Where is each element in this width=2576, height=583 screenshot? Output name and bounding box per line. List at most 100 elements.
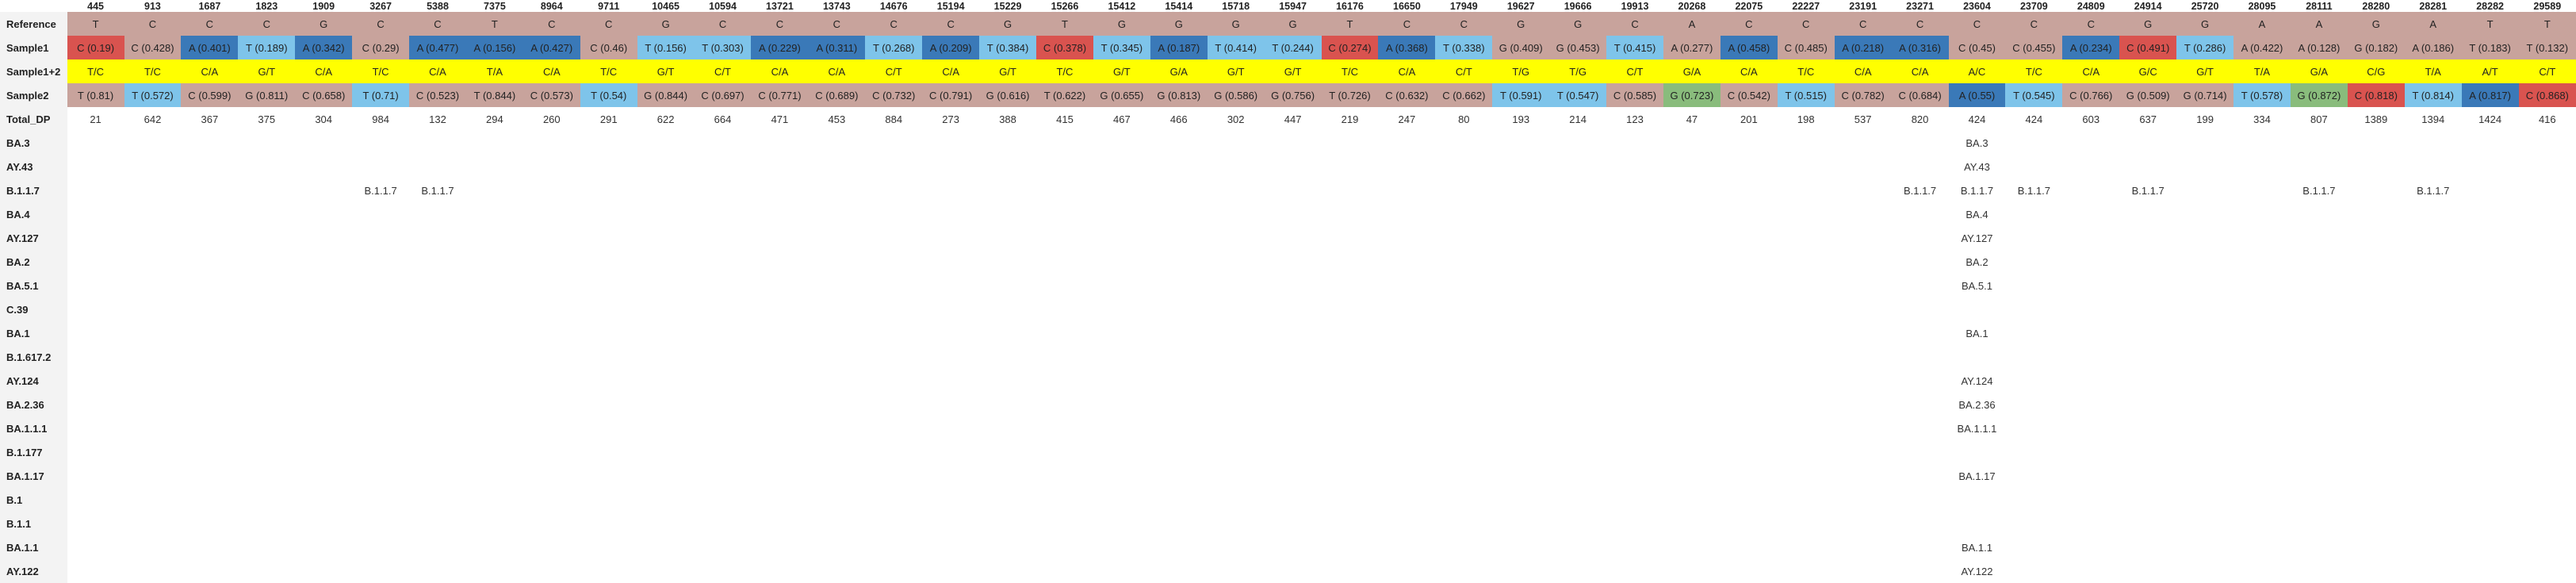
lineage-cell (2462, 464, 2519, 488)
position-header: 1909 (312, 1, 335, 12)
lineage-cell (2005, 369, 2062, 393)
lineage-cell (2119, 393, 2176, 416)
combined-cell: C/A (2062, 59, 2120, 83)
lineage-cell (409, 416, 466, 440)
lineage-cell (2405, 440, 2462, 464)
lineage-cell (1549, 155, 1606, 178)
total-dp-cell: 447 (1284, 113, 1302, 125)
lineage-cell (1892, 535, 1949, 559)
lineage-cell (2519, 155, 2576, 178)
combined-cell: T/C (1036, 59, 1093, 83)
sample1-cell: T (0.183) (2461, 36, 2519, 59)
sample2-cell: C (0.868) (2518, 83, 2576, 107)
lineage-cell (2005, 393, 2062, 416)
lineage-cell (2062, 345, 2119, 369)
total-dp-cell: 471 (771, 113, 789, 125)
lineage-cell (580, 155, 637, 178)
lineage-cell (466, 178, 523, 202)
lineage-cell (1606, 393, 1663, 416)
lineage-cell (751, 416, 808, 440)
lineage-cell (1150, 297, 1208, 321)
sample2-cell: A (0.817) (2461, 83, 2519, 107)
lineage-cell (2405, 131, 2462, 155)
lineage-cell (2233, 131, 2291, 155)
lineage-cell (124, 416, 182, 440)
lineage-cell (1150, 250, 1208, 274)
lineage-cell (1265, 464, 1322, 488)
position-header: 14676 (879, 1, 908, 12)
lineage-cell (1778, 440, 1835, 464)
lineage-cell (181, 131, 238, 155)
sample1-cell: T (0.384) (979, 36, 1037, 59)
lineage-cell (580, 464, 637, 488)
lineage-cell (1150, 202, 1208, 226)
lineage-cell (295, 274, 352, 297)
lineage-cell (1435, 178, 1492, 202)
lineage-cell (1721, 393, 1778, 416)
lineage-cell (1322, 535, 1379, 559)
lineage-cell (922, 250, 979, 274)
lineage-cell: B.1.1.7 (2417, 184, 2450, 197)
lineage-cell (466, 345, 523, 369)
lineage-cell (1435, 297, 1492, 321)
lineage-cell (124, 464, 182, 488)
lineage-cell (1549, 488, 1606, 512)
lineage-cell (922, 464, 979, 488)
lineage-cell (2348, 369, 2405, 393)
lineage-cell (1036, 393, 1093, 416)
lineage-cell (1208, 345, 1265, 369)
lineage-cell (1208, 250, 1265, 274)
lineage-cell (1492, 535, 1549, 559)
position-header: 15947 (1279, 1, 1307, 12)
sample1-cell: A (0.156) (465, 36, 523, 59)
lineage-cell (2291, 131, 2348, 155)
lineage-cell (352, 535, 409, 559)
lineage-row: BA.1.1 BA.1.1 (0, 535, 2576, 559)
position-header: 25720 (2191, 1, 2219, 12)
lineage-cell: BA.2.36 (1958, 398, 1996, 411)
sample2-cell: C (0.573) (522, 83, 580, 107)
lineage-cell (124, 369, 182, 393)
sample2-cell: G (0.655) (1093, 83, 1150, 107)
lineage-cell (637, 464, 695, 488)
lineage-cell (1036, 345, 1093, 369)
sample1-cell: T (0.132) (2518, 36, 2576, 59)
lineage-row: BA.2.36 BA.2.36 (0, 393, 2576, 416)
lineage-cell (637, 202, 695, 226)
lineage-cell (523, 535, 580, 559)
lineage-cell (1663, 250, 1721, 274)
lineage-cell (1378, 297, 1435, 321)
lineage-cell (1549, 512, 1606, 535)
lineage-cell (1265, 512, 1322, 535)
lineage-cell (1721, 274, 1778, 297)
lineage-cell (2405, 321, 2462, 345)
lineage-cell (1150, 226, 1208, 250)
lineage-cell (409, 369, 466, 393)
lineage-label: AY.122 (0, 559, 67, 583)
position-header: 23191 (1849, 1, 1877, 12)
lineage-cell (466, 297, 523, 321)
lineage-cell (1549, 369, 1606, 393)
lineage-cell (2062, 393, 2119, 416)
lineage-cell (1663, 440, 1721, 464)
lineage-cell (1892, 464, 1949, 488)
lineage-cell (979, 464, 1036, 488)
sample2-row: Sample2 T (0.81) T (0.572) C (0.599) G (0.81… (0, 83, 2576, 107)
lineage-cell (1208, 321, 1265, 345)
lineage-cell (922, 559, 979, 583)
lineage-cell (2348, 321, 2405, 345)
lineage-cell (865, 369, 922, 393)
lineage-cell (922, 440, 979, 464)
lineage-cell (466, 488, 523, 512)
position-header: 28282 (2476, 1, 2504, 12)
lineage-cell (1949, 488, 2006, 512)
lineage-cell (1721, 202, 1778, 226)
total-dp-cell: 291 (599, 113, 618, 125)
lineage-cell (695, 226, 752, 250)
lineage-cell (409, 512, 466, 535)
position-header: 15266 (1051, 1, 1079, 12)
lineage-cell (1892, 250, 1949, 274)
sample1-label: Sample1 (0, 36, 67, 59)
lineage-cell (1265, 488, 1322, 512)
